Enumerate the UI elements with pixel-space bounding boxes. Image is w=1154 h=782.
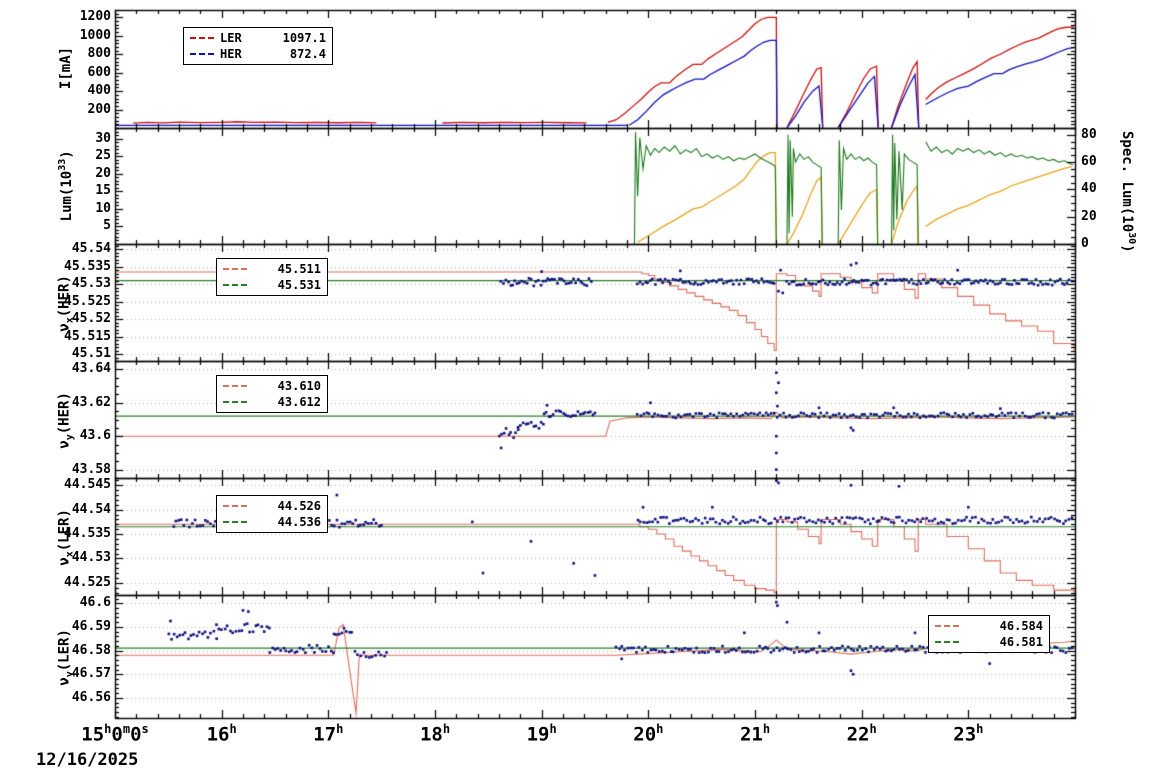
date-label: 12/16/2025 — [36, 750, 139, 770]
